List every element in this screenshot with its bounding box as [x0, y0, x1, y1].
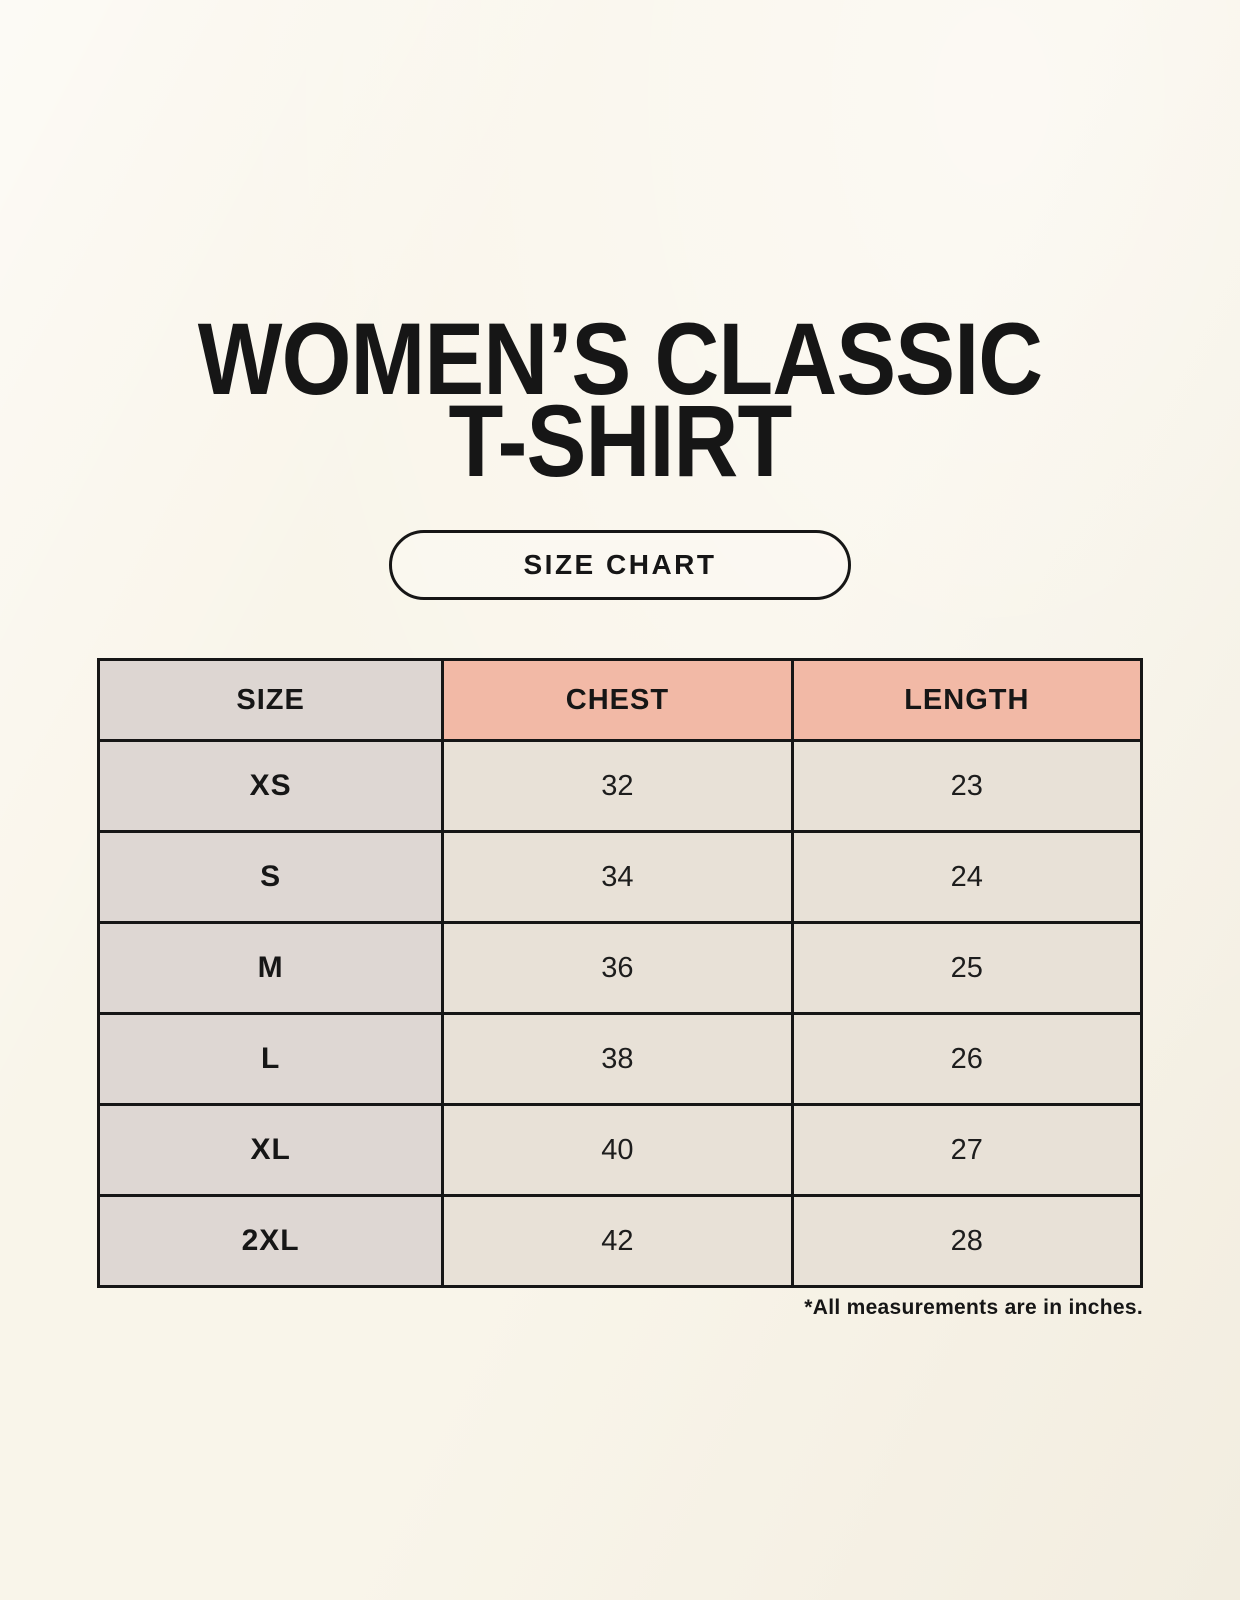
size-label-cell: S — [96, 830, 445, 924]
length-value-cell: 27 — [790, 1103, 1144, 1197]
length-value-cell: 24 — [790, 830, 1144, 924]
size-chart-button[interactable]: SIZE CHART — [389, 530, 851, 600]
page-title: WOMEN’S CLASSIC T-SHIRT — [74, 302, 1165, 498]
column-header-chest: CHEST — [441, 658, 794, 742]
chest-value-cell: 42 — [441, 1194, 794, 1288]
size-label-cell: M — [96, 921, 445, 1015]
table-row-xl: XL 40 27 — [96, 1103, 1144, 1197]
size-label-cell: L — [96, 1012, 445, 1106]
table-row-s: S 34 24 — [96, 830, 1144, 924]
size-label-cell: XS — [96, 739, 445, 833]
chest-value-cell: 36 — [441, 921, 794, 1015]
size-chart-table: SIZE CHEST LENGTH XS 32 23 S 34 24 M 36 … — [96, 658, 1144, 1288]
column-header-length: LENGTH — [790, 658, 1144, 742]
measurements-footnote: *All measurements are in inches. — [804, 1296, 1143, 1319]
table-row-l: L 38 26 — [96, 1012, 1144, 1106]
table-row-m: M 36 25 — [96, 921, 1144, 1015]
table-row-xs: XS 32 23 — [96, 739, 1144, 833]
size-label-cell: XL — [96, 1103, 445, 1197]
size-chart-button-label: SIZE CHART — [523, 549, 717, 580]
column-header-size: SIZE — [96, 658, 445, 742]
chest-value-cell: 34 — [441, 830, 794, 924]
length-value-cell: 26 — [790, 1012, 1144, 1106]
chest-value-cell: 32 — [441, 739, 794, 833]
size-label-cell: 2XL — [96, 1194, 445, 1288]
chest-value-cell: 38 — [441, 1012, 794, 1106]
page-title-line-2: T-SHIRT — [448, 384, 793, 498]
table-row-2xl: 2XL 42 28 — [96, 1194, 1144, 1288]
table-header-row: SIZE CHEST LENGTH — [96, 658, 1144, 742]
page-title-line-1: WOMEN’S CLASSIC — [197, 302, 1043, 416]
chest-value-cell: 40 — [441, 1103, 794, 1197]
length-value-cell: 23 — [790, 739, 1144, 833]
length-value-cell: 25 — [790, 921, 1144, 1015]
length-value-cell: 28 — [790, 1194, 1144, 1288]
